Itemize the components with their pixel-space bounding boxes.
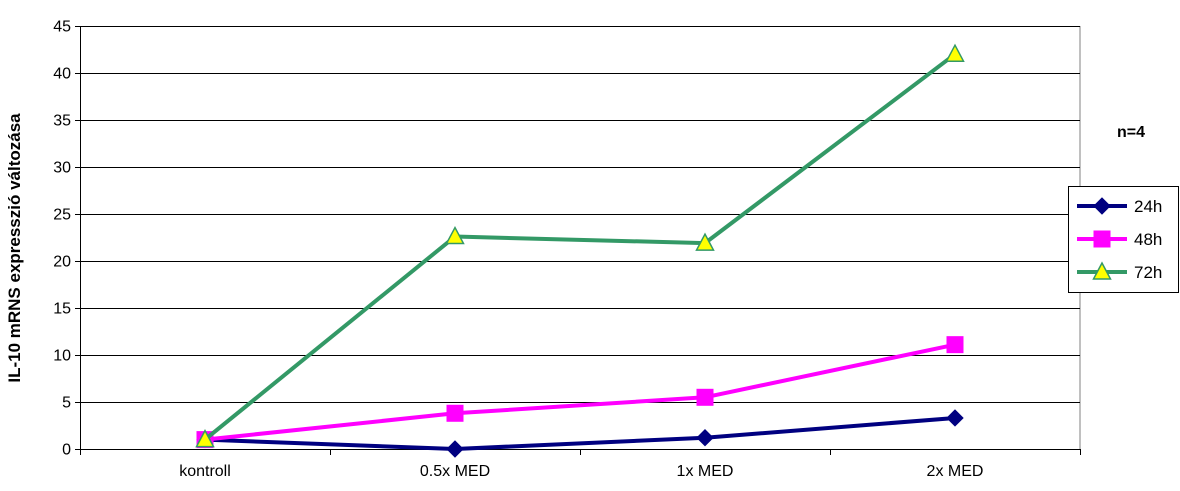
legend-label: 72h <box>1134 263 1162 282</box>
y-tick-label: 35 <box>53 113 71 130</box>
y-tick-labels: 0 5 10 15 20 25 30 35 40 45 <box>53 19 71 459</box>
legend-marker <box>1093 230 1111 248</box>
x-tick-label: kontroll <box>179 463 231 480</box>
data-point-72h <box>445 225 465 245</box>
x-tick-labels: kontroll 0.5x MED 1x MED 2x MED <box>179 463 983 480</box>
data-point-48h <box>696 388 714 406</box>
legend-item-48h: 48h <box>1077 230 1162 249</box>
legend-label: 24h <box>1134 197 1162 216</box>
legend-marker <box>1092 261 1112 280</box>
data-point-24h <box>946 409 964 427</box>
data-point-72h <box>695 232 715 251</box>
data-point-48h <box>946 336 964 354</box>
y-tick-label: 40 <box>53 66 71 83</box>
data-point-24h <box>696 429 714 447</box>
y-tick-label: 25 <box>53 207 71 224</box>
y-tick-label: 15 <box>53 301 71 318</box>
y-axis-label: IL-10 mRNS expresszió változása <box>5 113 24 383</box>
y-tick-label: 20 <box>53 254 71 271</box>
legend-label: 48h <box>1134 230 1162 249</box>
y-tick-label: 45 <box>53 19 71 36</box>
data-point-72h <box>945 43 965 62</box>
x-tick-label: 2x MED <box>927 463 984 480</box>
data-point-48h <box>446 404 464 422</box>
series-72h <box>195 43 965 448</box>
sample-size-annotation: n=4 <box>1117 124 1145 141</box>
axes <box>75 26 1081 455</box>
series-line-72h <box>203 52 957 442</box>
x-tick-label: 1x MED <box>677 463 734 480</box>
grid-lines <box>80 26 1081 449</box>
legend-marker <box>1093 197 1111 215</box>
y-tick-label: 10 <box>53 348 71 365</box>
legend: 24h 48h 72h <box>1068 186 1179 293</box>
data-point-72h <box>195 429 215 448</box>
legend-item-24h: 24h <box>1077 197 1162 216</box>
series-line-24h <box>204 415 956 451</box>
legend-item-72h: 72h <box>1077 261 1162 282</box>
series-line-48h <box>204 342 956 442</box>
data-point-24h <box>446 440 464 458</box>
y-tick-label: 0 <box>62 442 71 459</box>
y-tick-label: 30 <box>53 160 71 177</box>
series-group <box>195 43 965 458</box>
x-tick-label: 0.5x MED <box>420 463 490 480</box>
y-tick-label: 5 <box>62 395 71 412</box>
